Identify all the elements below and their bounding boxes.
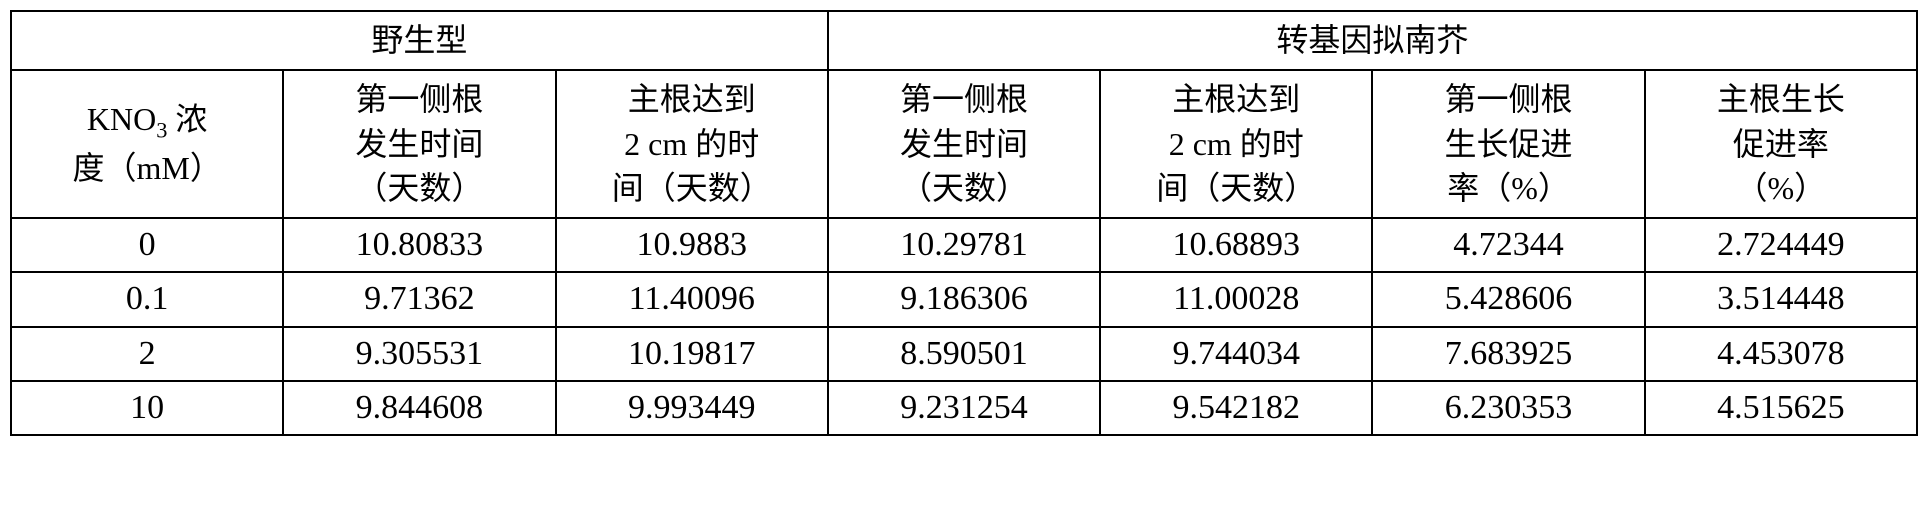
cell: 2.724449 — [1645, 218, 1917, 272]
table-row: 0 10.80833 10.9883 10.29781 10.68893 4.7… — [11, 218, 1917, 272]
col-header-c1: 第一侧根 发生时间 （天数） — [283, 70, 555, 218]
c3-l3: （天数） — [900, 170, 1028, 206]
c1-l2: 发生时间 — [355, 126, 483, 162]
c6-l2: 促进率 — [1733, 126, 1829, 162]
kno3-sub: 3 — [156, 118, 167, 143]
table-row: 0.1 9.71362 11.40096 9.186306 11.00028 5… — [11, 272, 1917, 326]
c2-l3: 间（天数） — [612, 170, 772, 206]
cell: 5.428606 — [1372, 272, 1644, 326]
col-header-kno3: KNO3 浓 度（mM） — [11, 70, 283, 218]
c2-l2: 2 cm 的时 — [624, 126, 759, 162]
cell: 9.744034 — [1100, 327, 1372, 381]
cell: 9.186306 — [828, 272, 1100, 326]
c4-l2: 2 cm 的时 — [1169, 126, 1304, 162]
kno3-text: KNO — [87, 101, 156, 137]
table-row: 10 9.844608 9.993449 9.231254 9.542182 6… — [11, 381, 1917, 435]
column-header-row: KNO3 浓 度（mM） 第一侧根 发生时间 （天数） 主根达到 2 cm 的时… — [11, 70, 1917, 218]
cell: 9.844608 — [283, 381, 555, 435]
c5-l1: 第一侧根 — [1445, 81, 1573, 117]
table-row: 2 9.305531 10.19817 8.590501 9.744034 7.… — [11, 327, 1917, 381]
cell: 0 — [11, 218, 283, 272]
cell: 9.542182 — [1100, 381, 1372, 435]
cell: 3.514448 — [1645, 272, 1917, 326]
group-header-row: 野生型 转基因拟南芥 — [11, 11, 1917, 70]
cell: 9.231254 — [828, 381, 1100, 435]
kno3-after: 浓 — [167, 101, 207, 137]
c3-l2: 发生时间 — [900, 126, 1028, 162]
c4-l3: 间（天数） — [1156, 170, 1316, 206]
c1-l1: 第一侧根 — [355, 81, 483, 117]
group-header-wild-type: 野生型 — [11, 11, 828, 70]
cell: 0.1 — [11, 272, 283, 326]
cell: 9.305531 — [283, 327, 555, 381]
cell: 9.993449 — [556, 381, 828, 435]
c5-l2: 生长促进 — [1445, 126, 1573, 162]
cell: 10.80833 — [283, 218, 555, 272]
cell: 4.515625 — [1645, 381, 1917, 435]
c1-l3: （天数） — [355, 170, 483, 206]
c6-l3: （%） — [1736, 170, 1827, 206]
cell: 10.29781 — [828, 218, 1100, 272]
data-table: 野生型 转基因拟南芥 KNO3 浓 度（mM） 第一侧根 发生时间 （天数） 主… — [10, 10, 1918, 436]
c6-l1: 主根生长 — [1717, 81, 1845, 117]
kno3-line2: 度（mM） — [72, 150, 221, 186]
cell: 10.9883 — [556, 218, 828, 272]
cell: 11.40096 — [556, 272, 828, 326]
group-header-transgenic: 转基因拟南芥 — [828, 11, 1917, 70]
col-header-c5: 第一侧根 生长促进 率（%） — [1372, 70, 1644, 218]
c5-l3: 率（%） — [1447, 170, 1570, 206]
c3-l1: 第一侧根 — [900, 81, 1028, 117]
cell: 6.230353 — [1372, 381, 1644, 435]
cell: 10.68893 — [1100, 218, 1372, 272]
cell: 4.72344 — [1372, 218, 1644, 272]
col-header-c2: 主根达到 2 cm 的时 间（天数） — [556, 70, 828, 218]
cell: 7.683925 — [1372, 327, 1644, 381]
col-header-c4: 主根达到 2 cm 的时 间（天数） — [1100, 70, 1372, 218]
cell: 2 — [11, 327, 283, 381]
c4-l1: 主根达到 — [1172, 81, 1300, 117]
cell: 4.453078 — [1645, 327, 1917, 381]
cell: 9.71362 — [283, 272, 555, 326]
cell: 10.19817 — [556, 327, 828, 381]
cell: 10 — [11, 381, 283, 435]
col-header-c6: 主根生长 促进率 （%） — [1645, 70, 1917, 218]
cell: 11.00028 — [1100, 272, 1372, 326]
col-header-c3: 第一侧根 发生时间 （天数） — [828, 70, 1100, 218]
c2-l1: 主根达到 — [628, 81, 756, 117]
cell: 8.590501 — [828, 327, 1100, 381]
